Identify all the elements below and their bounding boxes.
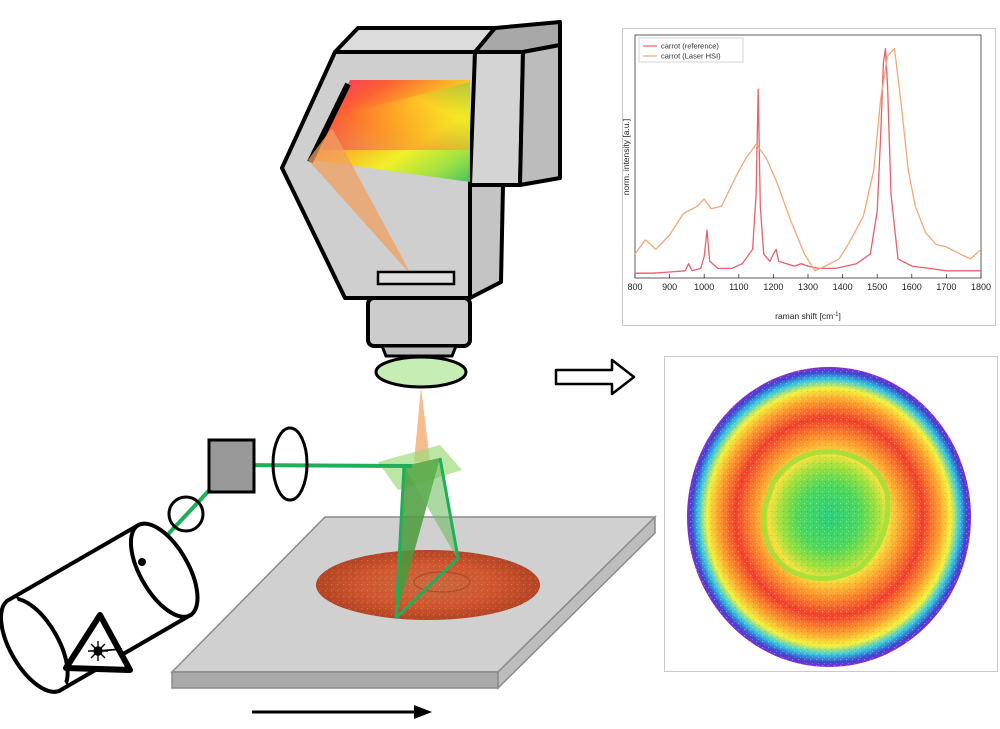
laser-warning-icon	[63, 612, 133, 673]
raman-scatter-cone	[414, 387, 430, 462]
beam-scanner	[207, 438, 256, 494]
x-tick-label: 1500	[867, 282, 887, 292]
carrot-core-boundary	[761, 449, 891, 581]
raman-spectrum-chart: 800 900 1000 1100 1200 1300 1400 1500 1600 1700 18…	[621, 34, 991, 321]
hollow-right-arrow-icon	[554, 358, 636, 396]
x-tick-label: 1400	[833, 282, 853, 292]
lens-tube	[366, 296, 472, 348]
objective-lens	[374, 355, 468, 389]
x-tick-label: 1200	[763, 282, 783, 292]
x-tick-label: 1800	[971, 282, 991, 292]
spectrometer	[280, 20, 562, 389]
x-tick-label: 1000	[694, 282, 714, 292]
carrot-raman-map-frame	[664, 356, 998, 672]
x-axis-label: raman shift [cm-1]	[775, 311, 841, 321]
x-tick-label: 1100	[729, 282, 748, 292]
scan-direction-arrow-icon	[252, 705, 432, 719]
x-tick-label: 1600	[902, 282, 922, 292]
cylindrical-lens	[271, 426, 309, 502]
sample-stage	[170, 515, 657, 690]
x-tick-label: 900	[662, 282, 677, 292]
chart-legend: carrot (reference) carrot (Laser HSI)	[638, 37, 744, 63]
x-tick-label: 1300	[798, 282, 818, 292]
x-tick-label: 800	[627, 282, 642, 292]
laser-source	[0, 521, 200, 694]
raman-spectrum-chart-frame: 800 900 1000 1100 1200 1300 1400 1500 1600 1700 18…	[621, 28, 996, 326]
entrance-slit	[376, 270, 456, 286]
carrot-raman-map	[687, 367, 971, 667]
legend-label-reference: carrot (reference)	[661, 42, 719, 51]
x-tick-label: 1700	[936, 282, 956, 292]
light-cone	[308, 128, 412, 276]
series-line-reference	[635, 47, 981, 274]
laser-beam-path	[140, 387, 462, 620]
legend-label-laser-hsi: carrot (Laser HSI)	[661, 52, 721, 61]
collimator-lens	[167, 495, 205, 533]
y-axis-label: norm. intensity [a.u.]	[623, 119, 631, 196]
series-line-laser-hsi	[634, 47, 982, 272]
plot-area	[634, 34, 982, 279]
